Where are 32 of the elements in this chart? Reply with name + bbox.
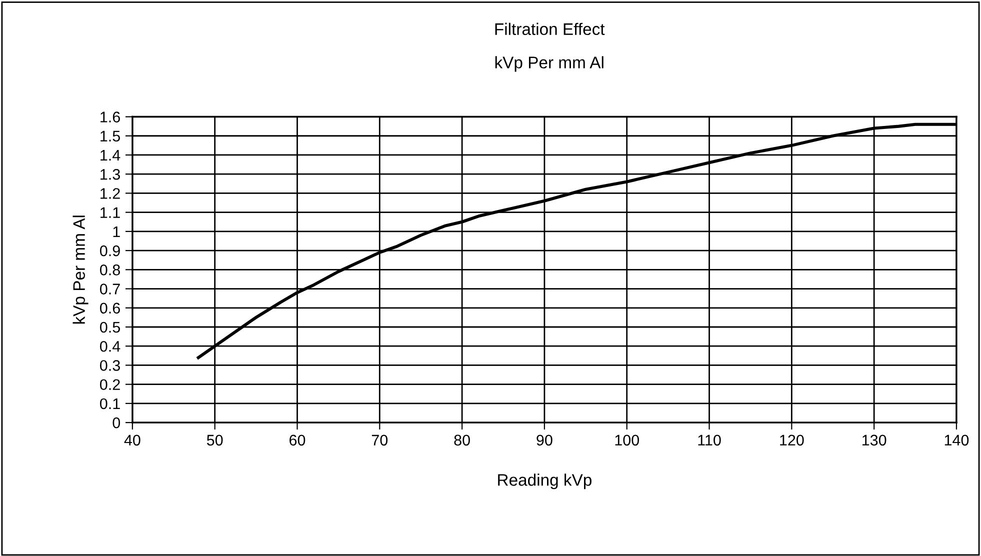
y-tick-label: 1.3: [100, 168, 120, 180]
y-axis-title: kVp Per mm Al: [72, 216, 88, 324]
x-tick-label: 60: [290, 434, 306, 446]
y-tick-label: 0.1: [100, 398, 120, 410]
y-tick-label: 0.7: [100, 284, 120, 294]
x-axis-title: Reading kVp: [498, 474, 592, 490]
chart-subtitle: kVp Per mm Al: [495, 56, 604, 72]
y-tick-label: 1.6: [100, 112, 120, 122]
y-tick-label: 1: [113, 226, 120, 237]
y-tick-label: 1.2: [100, 188, 120, 199]
x-tick-label: 50: [206, 434, 223, 446]
x-tick-label: 110: [698, 434, 721, 446]
x-tick-label: 140: [944, 434, 969, 446]
y-tick-label: 0.5: [100, 322, 120, 333]
x-tick-label: 40: [124, 434, 140, 446]
y-tick-label: 0.2: [100, 379, 120, 390]
x-tick-label: 70: [372, 434, 388, 446]
y-tick-label: 0.3: [100, 360, 120, 371]
y-tick-label: 0: [112, 417, 120, 428]
chart-title: Filtration Effect: [495, 22, 605, 36]
x-tick-label: 80: [454, 434, 470, 446]
x-tick-label: 130: [862, 434, 886, 446]
y-tick-label: 0.6: [100, 302, 120, 314]
x-tick-label: 90: [536, 434, 552, 446]
y-tick-label: 1.5: [100, 130, 120, 142]
y-tick-label: 0.9: [100, 245, 120, 256]
y-tick-label: 0.8: [100, 264, 120, 276]
x-tick-label: 120: [780, 434, 804, 446]
y-tick-label: 1.1: [100, 207, 120, 218]
y-tick-label: 0.4: [100, 340, 120, 352]
y-tick-label: 1.4: [100, 150, 120, 161]
x-tick-label: 100: [615, 434, 640, 446]
